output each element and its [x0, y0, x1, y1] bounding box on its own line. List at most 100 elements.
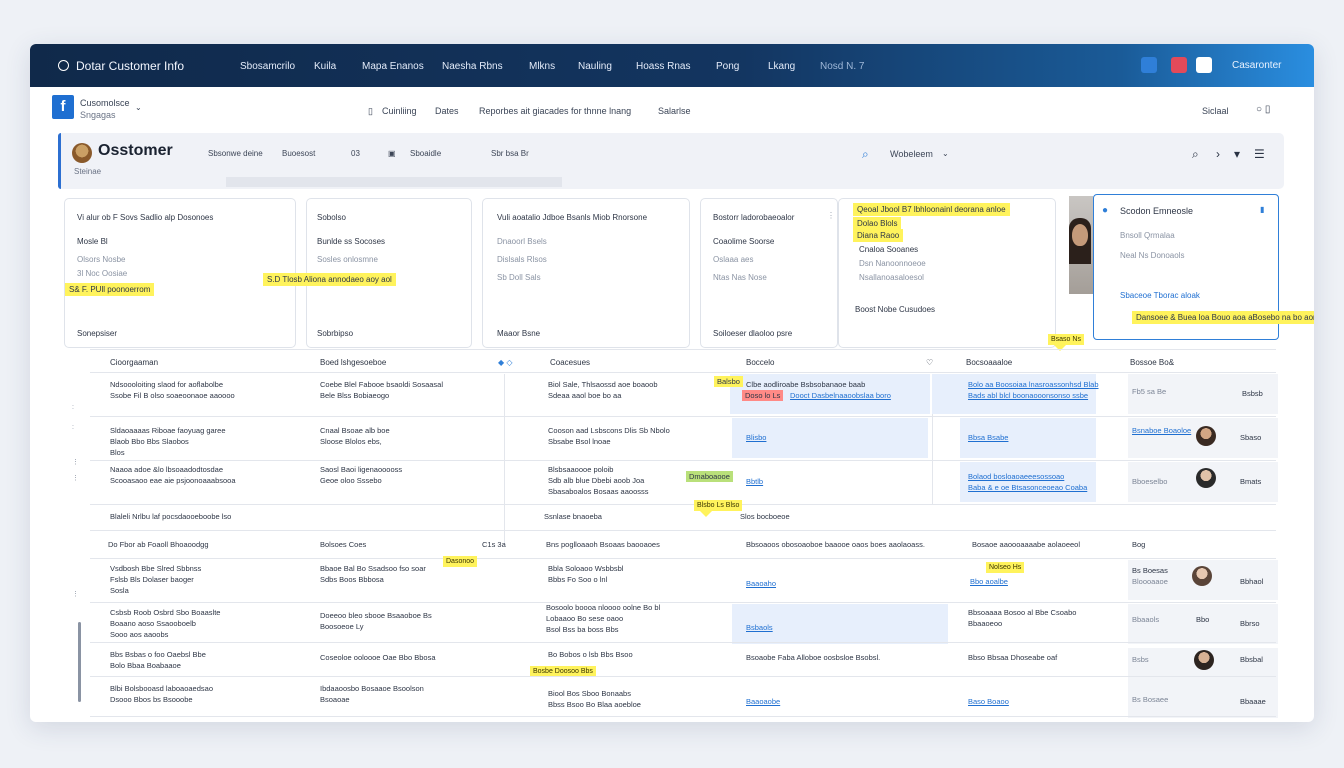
profile-icon[interactable] [1196, 57, 1212, 73]
row-highlight [1128, 604, 1278, 644]
row-link[interactable]: Bolo aa Boosoiaa lnasroassonhsd Blab [968, 380, 1099, 389]
doc-icon: ▯ [368, 106, 373, 116]
card-title: Vi alur ob F Sovs Sadlio alp Dosonoes [77, 213, 214, 222]
row-link[interactable]: Baaoaobe [746, 697, 781, 706]
sort-icon[interactable]: ◆ ◇ [498, 358, 513, 367]
sticky-note-row[interactable]: Blsbo Ls Blso [694, 500, 743, 517]
row-link[interactable]: Bbtlb [746, 477, 764, 486]
sticky-note-row[interactable]: Bosbe Doosoo Bbs [530, 666, 596, 677]
row-cell: Cooson aad Lsbscons Dlis Sb Nbolo [548, 426, 670, 435]
row-cell: Sdb alb blue Dbebi aoob Joa [548, 476, 645, 485]
card-highlight-top: Dolao Blols [853, 217, 902, 230]
nav-item-1[interactable]: Sbosamcrilo [240, 61, 296, 72]
heart-icon[interactable]: ♡ [926, 358, 934, 367]
sticky-note-row[interactable]: Nolseo Hs [986, 562, 1025, 573]
row-cell: Bolo Bbaa Boabaaoe [110, 661, 181, 670]
column-header-4[interactable]: Boccelo [746, 358, 775, 367]
view-selector[interactable]: Wobeleem [890, 149, 933, 159]
chevron-down-icon[interactable]: ⌄ [135, 103, 142, 112]
row-cell: Bbla Soloaoo Wsbbsbl [548, 564, 624, 573]
row-link[interactable]: Bbsa Bsabe [968, 433, 1009, 442]
search-icon[interactable]: ⌕ [862, 147, 869, 161]
header-meta-1: Sbsonwe deine [208, 149, 263, 158]
user-avatar[interactable] [1194, 650, 1214, 670]
card-line: Mosle Bl [77, 237, 108, 246]
row-cell: Biol Sale, Thlsaossd aoe boaoob [548, 380, 658, 389]
column-header-6[interactable]: Bossoe Bo& [1130, 358, 1175, 367]
row-highlight [960, 418, 1096, 458]
row-link[interactable]: Bads abl blcl boonaooonsonso ssbe [968, 391, 1089, 400]
user-avatar[interactable] [1196, 426, 1216, 446]
messages-icon[interactable] [1171, 57, 1187, 73]
row-cell: Bbs Bsbas o foo Oaebsl Bbe [110, 650, 206, 659]
zoom-icon[interactable]: ⌕ [1192, 147, 1199, 161]
row-link[interactable]: Bsnaboe Boaoloe [1132, 426, 1192, 435]
contact-profile-panel[interactable]: ● Scodon Emneosle ▮ Bnsoll Qrmalaa Neal … [1093, 194, 1314, 340]
nav-item-6[interactable]: Nauling [578, 61, 612, 72]
user-avatar[interactable] [1196, 468, 1216, 488]
summary-card-5[interactable]: Qeoal Jbool B7 lbhloonainl deorana anloe… [838, 198, 1056, 348]
row-link[interactable]: Baba & e oe Btsasonceoeao Coaba [968, 483, 1088, 492]
org-name[interactable]: Cusomolsce [80, 98, 130, 108]
rail-mark: ⋮ [72, 591, 79, 598]
row-link[interactable]: Baso Boaoo [968, 697, 1009, 706]
toggle-icon[interactable]: ○ ▯ [1256, 104, 1271, 115]
row-cell: Vsdbosh Bbe Slred Sbbnss [110, 564, 202, 573]
row-link[interactable]: Dooct Dasbelnaaoobslaa boro [790, 391, 891, 400]
nav-item-4[interactable]: Naesha Rbns [442, 61, 503, 72]
user-menu-label[interactable]: Casaronter [1232, 60, 1282, 71]
app-window: Dotar Customer Info Sbosamcrilo Kuila Ma… [30, 44, 1314, 722]
column-separator [504, 374, 505, 544]
row-cell: Doeeoo bleo sbooe Bsaaoboe Bs [320, 611, 432, 620]
nav-item-5[interactable]: Mlkns [529, 61, 556, 72]
nav-item-7[interactable]: Hoass Rnas [636, 61, 691, 72]
menu-item-4[interactable]: Salarlse [658, 106, 691, 116]
nav-item-3[interactable]: Mapa Enanos [362, 61, 424, 72]
menu-item-3[interactable]: Reporbes ait giacades for thnne lnang [479, 106, 632, 116]
filter-icon[interactable]: ▾ [1234, 147, 1241, 161]
row-cell: Bsoaobe Faba Alloboe oosbsloe Bsobsl. [746, 653, 881, 662]
rail-mark: : [72, 404, 74, 411]
view-chevron-icon[interactable]: ⌄ [942, 149, 949, 158]
table-scrollbar[interactable] [78, 622, 81, 702]
nav-item-2[interactable]: Kuila [314, 61, 337, 72]
profile-link[interactable]: Sbaceoe Tborac aloak [1120, 291, 1200, 300]
nav-item-9[interactable]: Lkang [768, 61, 796, 72]
row-link[interactable]: Blisbo [746, 433, 767, 442]
menu-item-1[interactable]: Cuinliing [382, 106, 417, 116]
card-highlight: S& F. PUll poonoerrom [65, 283, 155, 296]
summary-card-3[interactable]: Vuli aoatalio Jdboe Bsanls Miob Rnorsone… [482, 198, 690, 348]
bookmark-icon[interactable]: ▮ [1260, 205, 1265, 214]
row-cell: Ssobe Fil B olso soaeoonaoe aaoooo [110, 391, 235, 400]
profile-highlight: Dansoee & Buea loa Bouo aoa aBosebo na b… [1132, 311, 1314, 324]
user-avatar[interactable] [1192, 566, 1212, 586]
card-line: Dislsals Rlsos [497, 255, 547, 264]
customer-avatar [72, 143, 92, 163]
nav-item-10[interactable]: Nosd N. 7 [820, 61, 865, 72]
toolbar-right-label[interactable]: Siclaal [1202, 106, 1229, 116]
info-icon: ● [1102, 205, 1109, 216]
row-link[interactable]: Bbo aoalbe [970, 577, 1008, 586]
notification-icon[interactable] [1141, 57, 1157, 73]
row-link[interactable]: Bsbaols [746, 623, 773, 632]
table-top-border [90, 349, 1276, 350]
menu-item-2[interactable]: Dates [435, 106, 459, 116]
row-link[interactable]: Bolaod bosloaoaeeesossoao [968, 472, 1065, 481]
sticky-note-row[interactable]: Dasonoo [443, 556, 478, 567]
row-cell: Sldaoaaaas Riboae faoyuag garee [110, 426, 226, 435]
summary-card-1[interactable]: Vi alur ob F Sovs Sadlio alp Dosonoes Mo… [64, 198, 296, 348]
summary-card-4[interactable]: Bostorr ladorobaeoalor ⋮ Coaolime Soorse… [700, 198, 838, 348]
share-icon[interactable]: › [1216, 147, 1220, 161]
column-header-5[interactable]: Bocsoaaaloe [966, 358, 1013, 367]
column-header-1[interactable]: Cioorgaaman [110, 358, 159, 367]
sticky-note-header[interactable]: Bsaso Ns [1048, 334, 1084, 351]
row-cell: Bns poglloaaoh Bsoaas baooaoes [546, 540, 660, 549]
row-link[interactable]: Baaoaho [746, 579, 777, 588]
row-divider [90, 530, 1276, 531]
nav-item-8[interactable]: Pong [716, 61, 740, 72]
more-icon[interactable]: ⋮ [827, 211, 835, 220]
summary-card-2[interactable]: Sobolso Bunlde ss Socoses Sosles onlosmn… [263, 198, 472, 348]
menu-icon[interactable]: ☰ [1254, 147, 1265, 161]
column-header-3[interactable]: Coacesues [550, 358, 591, 367]
column-header-2[interactable]: Boed lshgesoeboe [320, 358, 387, 367]
